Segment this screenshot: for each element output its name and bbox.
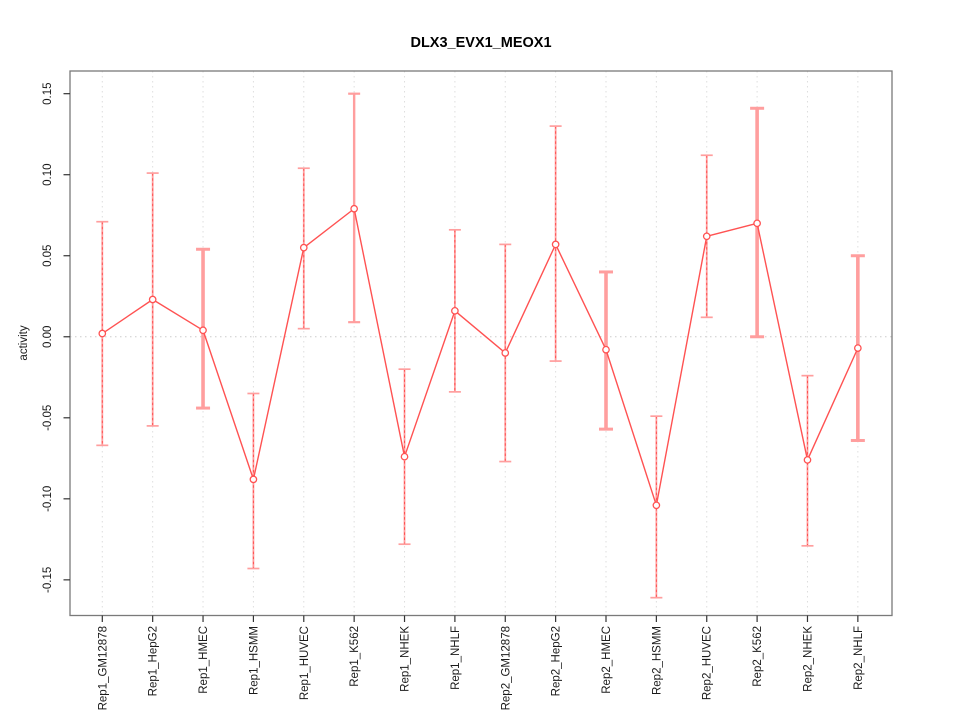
x-tick-label: Rep2_HMEC [601,626,613,694]
data-point-marker [249,475,258,484]
data-point-marker [853,344,862,352]
data-point-marker [652,501,661,510]
y-tick-label: 0.15 [42,82,54,104]
x-tick-label: Rep1_HSMM [248,626,260,695]
data-point-marker [753,219,761,228]
x-tick-label: Rep1_NHEK [400,626,412,692]
x-tick-label: Rep2_GM12878 [500,626,512,710]
x-tick-label: Rep1_HepG2 [148,626,160,696]
data-point-marker [501,349,510,357]
y-tick-label: 0.00 [42,326,54,348]
data-point-marker [148,295,157,304]
x-tick-label: Rep2_NHLF [853,626,865,690]
data-point-marker [702,232,711,241]
plot-border [69,70,893,617]
x-tick-label: Rep1_NHLF [450,626,462,690]
data-point-marker [803,456,812,464]
x-tick-label: Rep1_GM12878 [97,626,109,710]
x-tick-label: Rep1_HMEC [198,626,210,694]
x-tick-label: Rep2_K562 [752,626,764,687]
x-tick-label: Rep1_K562 [349,626,361,687]
y-tick-label: -0.15 [42,567,54,593]
data-point-marker [451,306,459,315]
data-point-marker [350,204,358,213]
x-tick-label: Rep2_HSMM [651,626,663,695]
y-tick-label: -0.05 [42,405,54,431]
y-axis-label: activity [18,325,30,360]
data-point-marker [551,240,560,249]
series-line [101,208,859,507]
y-tick-label: 0.10 [42,164,54,186]
y-tick-label: -0.10 [42,486,54,512]
x-tick-label: Rep1_HUVEC [299,626,311,700]
y-tick-label: 0.05 [42,245,54,267]
chart-title: DLX3_EVX1_MEOX1 [410,35,551,51]
data-point-marker [199,326,207,335]
x-tick-label: Rep2_HUVEC [702,626,714,700]
data-point-marker [98,329,107,338]
data-point-marker [299,243,308,252]
data-point-marker [602,345,610,354]
x-tick-label: Rep2_HepG2 [551,626,563,696]
plot-area: 0.15 0.10 0.05 0.00 -0.05 -0.10 -0.15 Rep1_GM12… [42,70,893,710]
data-point-marker [400,452,409,461]
x-tick-label: Rep2_NHEK [802,626,814,692]
